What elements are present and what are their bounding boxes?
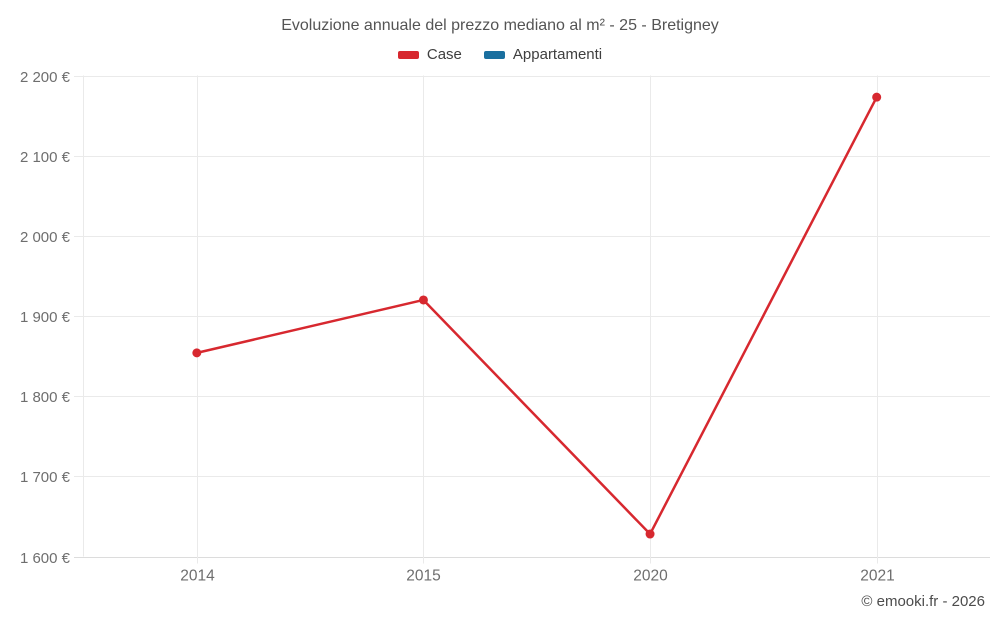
legend-item-appartamenti[interactable]: Appartamenti — [483, 46, 603, 63]
legend-swatch-case-icon — [397, 50, 419, 59]
legend-item-case[interactable]: Case — [397, 46, 462, 63]
chart-title: Evoluzione annuale del prezzo mediano al… — [281, 17, 719, 34]
data-point-case-2020[interactable] — [645, 529, 655, 539]
y-axis-tick-label: 1 800 € — [20, 389, 71, 406]
legend-label-appartamenti: Appartamenti — [512, 46, 603, 63]
y-axis-tick-label: 1 900 € — [20, 309, 71, 326]
x-axis-tick-label: 2015 — [406, 568, 440, 585]
x-axis-tick-label: 2014 — [180, 568, 215, 585]
x-axis-tick-label: 2021 — [860, 568, 894, 585]
x-axis-tick-label: 2020 — [633, 568, 668, 585]
y-axis-tick-label: 2 200 € — [20, 69, 71, 86]
legend-swatch-appartamenti-icon — [483, 50, 505, 59]
data-point-case-2021[interactable] — [872, 92, 882, 102]
data-point-case-2014[interactable] — [192, 348, 202, 358]
data-point-case-2015[interactable] — [418, 295, 428, 305]
y-axis-tick-label: 2 000 € — [20, 229, 71, 246]
y-axis-tick-label: 1 700 € — [20, 469, 71, 486]
series-line-case — [195, 95, 878, 536]
legend-label-case: Case — [426, 46, 462, 63]
y-axis-tick-label: 2 100 € — [20, 149, 71, 166]
y-axis-tick-label: 1 600 € — [20, 550, 71, 567]
chart-legend: Case Appartamenti — [0, 46, 1000, 63]
copyright-footer: © emooki.fr - 2026 — [861, 593, 985, 610]
